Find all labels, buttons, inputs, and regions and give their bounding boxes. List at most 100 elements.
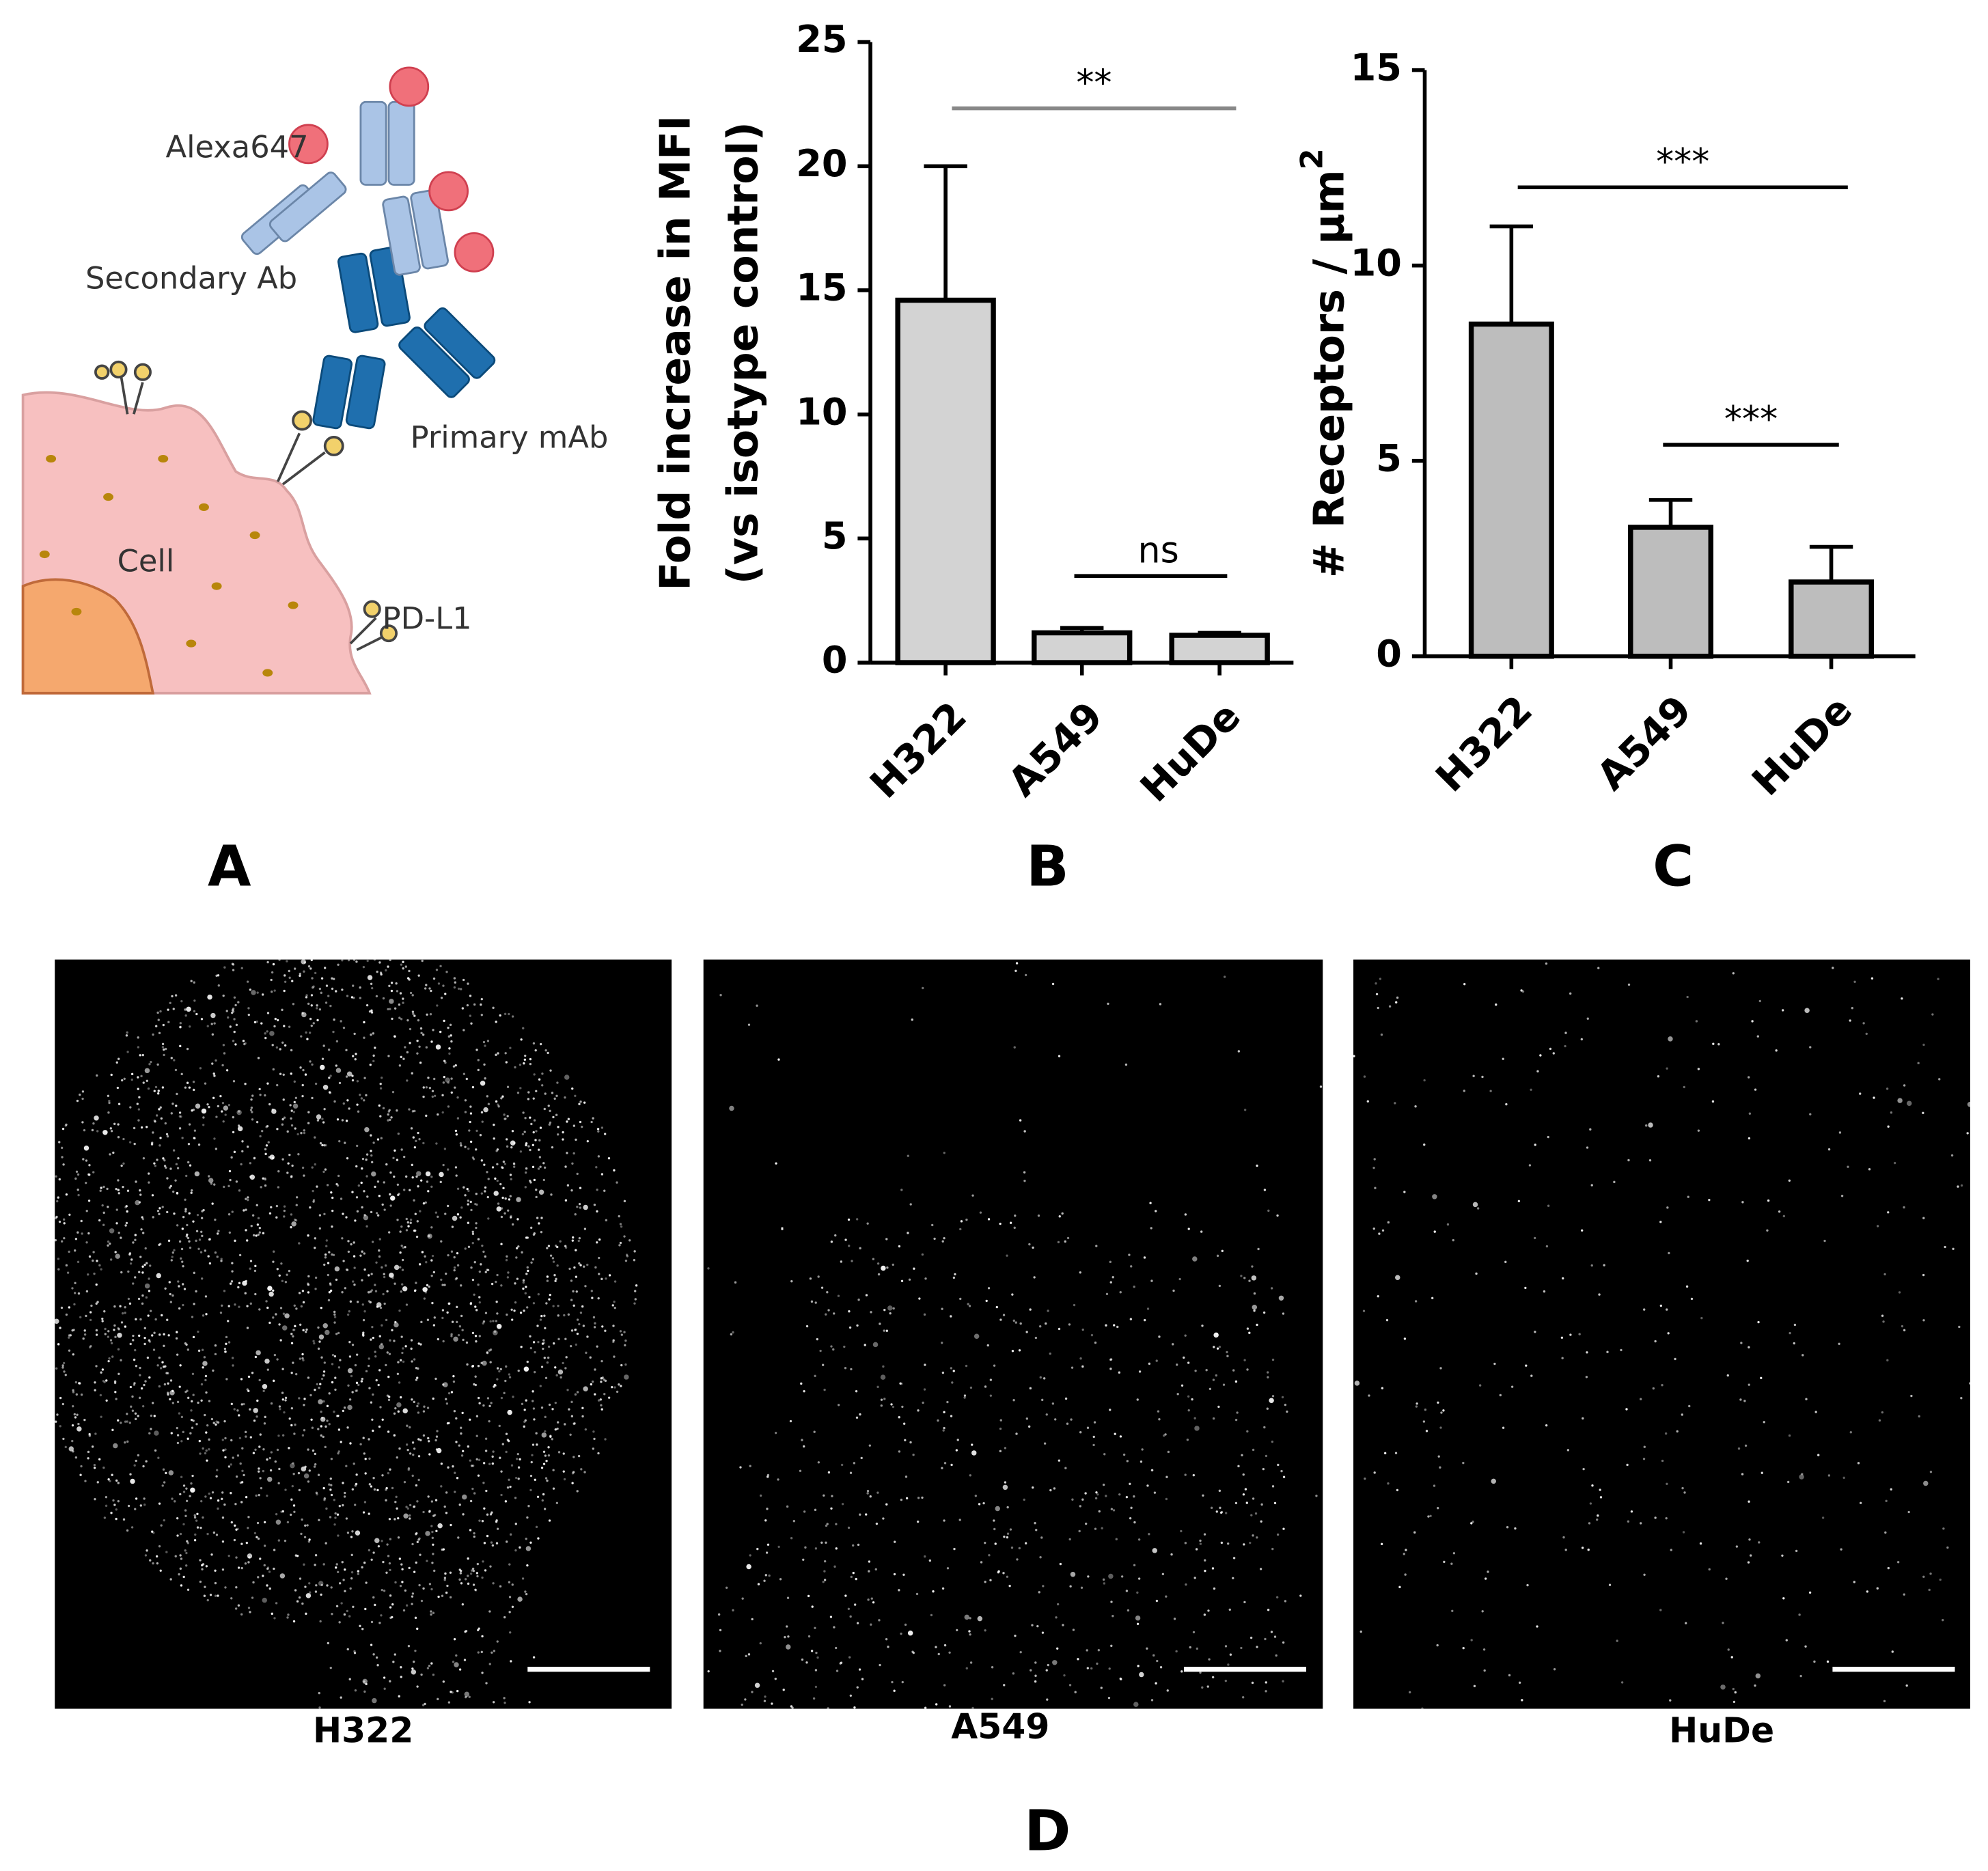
speckle	[258, 1467, 260, 1470]
speckle	[1034, 1336, 1038, 1340]
speckle	[498, 1370, 501, 1373]
speckle	[456, 1264, 460, 1267]
speckle	[487, 1103, 491, 1105]
speckle	[1969, 1382, 1972, 1385]
speckle	[251, 1214, 255, 1217]
speckle	[542, 1162, 545, 1165]
speckle	[952, 1370, 955, 1372]
speckle	[400, 1666, 402, 1669]
speckle	[262, 1469, 265, 1473]
speckle	[577, 1239, 580, 1243]
speckle	[619, 1223, 622, 1225]
speckle	[182, 1264, 184, 1268]
speckle	[855, 1218, 859, 1221]
speckle	[292, 1335, 294, 1338]
speckle	[1958, 1325, 1961, 1329]
speckle	[1086, 1649, 1088, 1652]
speckle	[329, 1477, 332, 1480]
speckle	[187, 1396, 190, 1400]
speckle	[583, 1265, 585, 1268]
speckle	[401, 1351, 404, 1355]
speckle	[425, 1114, 428, 1118]
speckle	[554, 1428, 557, 1431]
speckle	[290, 1498, 293, 1501]
speckle	[461, 1329, 464, 1331]
speckle	[1155, 1682, 1157, 1685]
speckle	[570, 1279, 573, 1282]
speckle	[1019, 1322, 1022, 1325]
speckle	[483, 1107, 488, 1113]
speckle	[1260, 1520, 1262, 1523]
speckle	[526, 1516, 529, 1519]
speckle	[280, 1262, 283, 1265]
speckle	[1725, 1577, 1728, 1580]
speckle	[305, 996, 308, 999]
speckle	[130, 1072, 134, 1076]
speckle	[359, 1443, 362, 1445]
speckle	[294, 1325, 296, 1328]
speckle	[402, 1001, 404, 1004]
speckle	[370, 982, 373, 985]
speckle	[125, 1205, 128, 1208]
speckle	[355, 1053, 357, 1055]
diagram-label: PD-L1	[383, 600, 472, 636]
speckle	[154, 1449, 157, 1452]
speckle	[58, 1220, 61, 1223]
speckle	[107, 1359, 110, 1363]
speckle	[1524, 1286, 1527, 1290]
speckle	[452, 1661, 455, 1663]
speckle	[594, 1393, 596, 1396]
speckle	[535, 1525, 538, 1528]
speckle	[411, 1398, 413, 1401]
speckle	[484, 1186, 487, 1189]
speckle	[423, 1297, 426, 1300]
speckle	[371, 1418, 374, 1421]
speckle	[383, 1687, 386, 1690]
speckle	[590, 1383, 593, 1386]
speckle	[293, 1080, 296, 1083]
speckle	[498, 1424, 501, 1428]
speckle	[193, 1137, 195, 1139]
speckle	[390, 982, 394, 984]
speckle	[176, 1167, 180, 1169]
y-tick-label: 0	[1376, 632, 1402, 675]
speckle	[1071, 1366, 1074, 1369]
speckle	[984, 1581, 986, 1583]
speckle	[804, 1546, 807, 1549]
speckle	[256, 1223, 260, 1226]
speckle	[266, 1567, 269, 1570]
speckle	[1859, 1092, 1862, 1095]
speckle	[549, 1109, 551, 1112]
speckle	[361, 1333, 365, 1336]
speckle	[151, 1530, 154, 1533]
speckle	[1586, 1351, 1588, 1354]
speckle	[1711, 1100, 1715, 1103]
speckle	[971, 1706, 974, 1710]
speckle	[768, 1574, 771, 1577]
speckle	[1257, 1247, 1260, 1251]
speckle	[195, 1519, 198, 1522]
speckle	[135, 1200, 140, 1206]
speckle	[982, 1501, 985, 1505]
speckle	[1659, 1221, 1662, 1223]
speckle	[214, 1581, 217, 1585]
speckle	[74, 1292, 77, 1294]
speckle	[112, 1499, 115, 1502]
speckle	[1035, 1529, 1038, 1532]
speckle	[958, 1519, 961, 1521]
speckle	[613, 1306, 616, 1309]
speckle	[351, 1488, 355, 1491]
speckle	[1462, 1461, 1465, 1465]
speckle	[323, 1263, 326, 1266]
speckle	[276, 1448, 279, 1452]
speckle	[882, 1517, 885, 1520]
speckle	[440, 1485, 443, 1488]
speckle	[133, 1142, 136, 1146]
speckle	[266, 1082, 269, 1085]
speckle	[322, 1486, 325, 1490]
speckle	[107, 1478, 110, 1481]
speckle	[367, 1364, 370, 1368]
speckle	[283, 1116, 286, 1119]
speckle	[852, 1571, 855, 1575]
speckle	[1053, 1487, 1056, 1490]
